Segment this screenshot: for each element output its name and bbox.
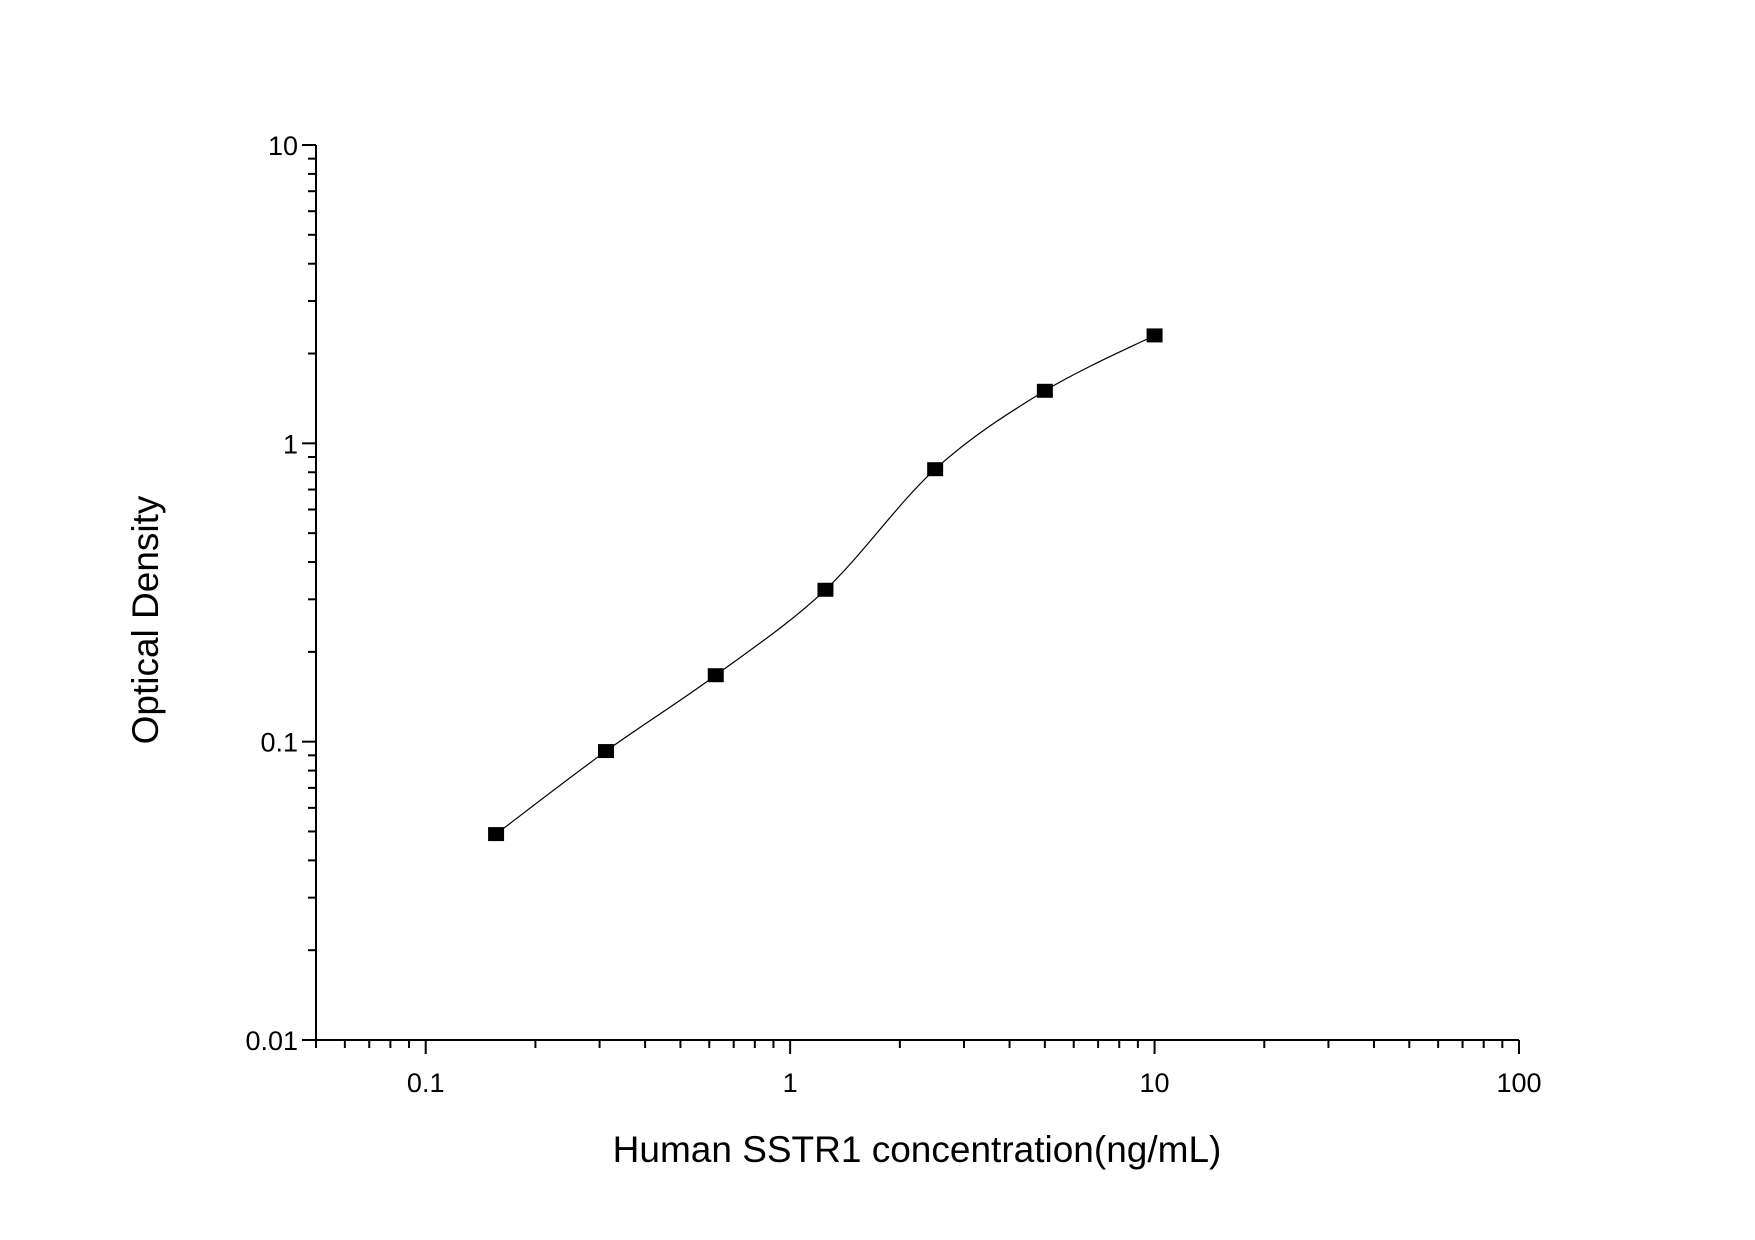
data-point bbox=[927, 462, 944, 477]
axes bbox=[302, 144, 1520, 1054]
x-tick-label: 0.1 bbox=[407, 1068, 445, 1098]
data-point bbox=[707, 668, 724, 683]
data-point bbox=[1036, 383, 1053, 398]
x-axis-label: Human SSTR1 concentration(ng/mL) bbox=[613, 1129, 1222, 1170]
y-tick-label: 1 bbox=[283, 429, 298, 459]
x-tick-label: 100 bbox=[1496, 1068, 1541, 1098]
y-tick-label: 10 bbox=[268, 131, 298, 161]
data-point bbox=[1146, 328, 1163, 343]
tick-labels: 0.1 1 10 100 0.01 0.1 1 10 bbox=[245, 131, 1541, 1098]
x-tick-label: 10 bbox=[1140, 1068, 1170, 1098]
y-tick-label: 0.01 bbox=[245, 1026, 298, 1056]
y-axis-label: Optical Density bbox=[125, 495, 166, 744]
data-point bbox=[488, 827, 505, 842]
data-point bbox=[817, 582, 834, 597]
x-tick-label: 1 bbox=[783, 1068, 798, 1098]
data-point bbox=[598, 744, 615, 759]
y-tick-label: 0.1 bbox=[260, 728, 298, 758]
data-points bbox=[488, 328, 1163, 842]
